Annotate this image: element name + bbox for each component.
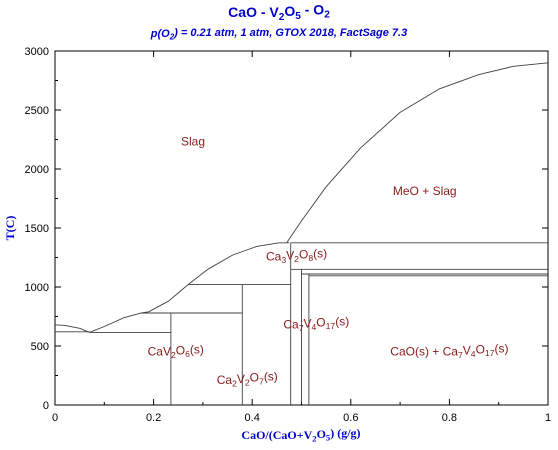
- y-tick-label: 3000: [25, 46, 49, 58]
- phase-boundary-0: [54, 324, 90, 333]
- chart-title-group: CaO - V2O5 - O2 p(O2) = 0.21 atm, 1 atm, …: [150, 2, 407, 42]
- region-label-0: Slag: [181, 134, 205, 148]
- y-axis-ticks: 0 500 1000 1500 2000 2500 3000: [25, 46, 548, 412]
- y-tick-label: 2000: [25, 164, 49, 176]
- x-axis-label: CaO/(CaO+V2O5) (g/g): [241, 426, 360, 444]
- x-tick-label: 0.8: [442, 412, 457, 424]
- region-label-6: Ca2V2O7(s): [217, 370, 278, 389]
- region-label-5: CaV2O6(s): [148, 342, 204, 360]
- x-tick-label: 0: [52, 412, 58, 424]
- chart-subtitle: p(O2) = 0.21 atm, 1 atm, GTOX 2018, Fact…: [150, 27, 407, 41]
- region-label-2: Ca3V2O8(s): [266, 246, 327, 265]
- region-labels: Slag MeO + Slag Ca3V2O8(s) Ca7V4O17(s) CaO(s…: [148, 134, 509, 388]
- x-tick-label: 0.4: [245, 412, 260, 424]
- region-label-1: MeO + Slag: [393, 184, 457, 198]
- y-tick-label: 1500: [25, 223, 49, 235]
- region-label-4: CaO(s) + Ca7V4O17(s): [390, 341, 508, 360]
- axis-labels: CaO/(CaO+V2O5) (g/g) T(C): [3, 216, 361, 444]
- x-axis-ticks: 0 0.2 0.4 0.6 0.8 1: [52, 51, 551, 424]
- phase-boundary-1: [89, 311, 149, 333]
- x-tick-label: 1: [545, 412, 551, 424]
- region-label-3: Ca7V4O17(s): [283, 314, 349, 333]
- x-tick-label: 0.2: [146, 412, 161, 424]
- phase-boundary-3: [286, 62, 549, 244]
- phase-boundary-2: [148, 242, 290, 313]
- phase-boundaries: [54, 62, 549, 405]
- chart-title: CaO - V2O5 - O2: [228, 2, 330, 23]
- y-axis-label: T(C): [3, 216, 17, 241]
- x-tick-label: 0.6: [343, 412, 358, 424]
- y-tick-label: 500: [31, 341, 49, 353]
- y-tick-label: 2500: [25, 105, 49, 117]
- y-tick-label: 0: [43, 400, 49, 412]
- y-tick-label: 1000: [25, 282, 49, 294]
